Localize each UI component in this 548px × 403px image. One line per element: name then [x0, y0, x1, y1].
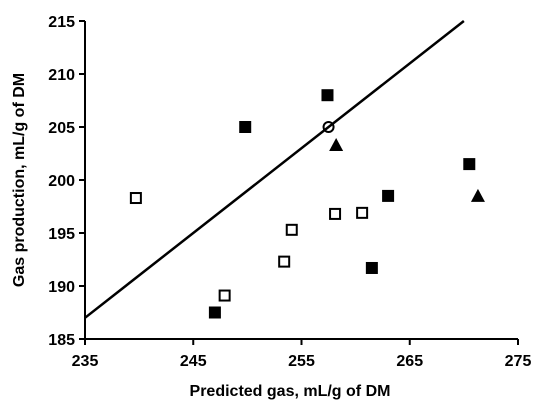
data-point-open-square [278, 255, 291, 268]
x-tick-label: 235 [72, 353, 99, 370]
data-point-filled-square [321, 89, 334, 102]
y-tick-label: 185 [48, 332, 75, 349]
y-tick-label: 210 [48, 67, 75, 84]
data-point-open-circle [322, 121, 335, 133]
chart-marks [84, 20, 485, 319]
data-point-open-square [285, 223, 298, 236]
data-point-filled-square [463, 158, 476, 171]
data-point-open-square [129, 192, 142, 205]
data-point-open-square [218, 289, 231, 302]
x-tick-label: 265 [396, 353, 423, 370]
y-tick-label: 215 [48, 14, 75, 31]
data-point-filled-square [208, 306, 221, 319]
y-tick-label: 205 [48, 120, 75, 137]
data-point-filled-triangle [329, 138, 344, 152]
data-point-open-square [329, 207, 342, 220]
y-tick-label: 190 [48, 279, 75, 296]
axes: 185 190 195 200 205 210 215 235 245 255 265 275 [48, 14, 531, 370]
x-tick-label: 275 [505, 353, 532, 370]
y-tick-label: 200 [48, 173, 75, 190]
x-axis-title: Predicted gas, mL/g of DM [190, 383, 391, 400]
data-point-open-square [356, 206, 369, 219]
x-tick-label: 255 [288, 353, 315, 370]
x-tick-label: 245 [180, 353, 207, 370]
data-point-filled-square [239, 121, 252, 133]
y-tick-label: 195 [48, 226, 75, 243]
reference-line [84, 20, 465, 319]
data-point-filled-square [365, 261, 378, 274]
data-point-filled-square [382, 189, 395, 202]
data-point-filled-triangle [470, 188, 485, 202]
y-axis-title: Gas production, mL/g of DM [11, 73, 28, 287]
